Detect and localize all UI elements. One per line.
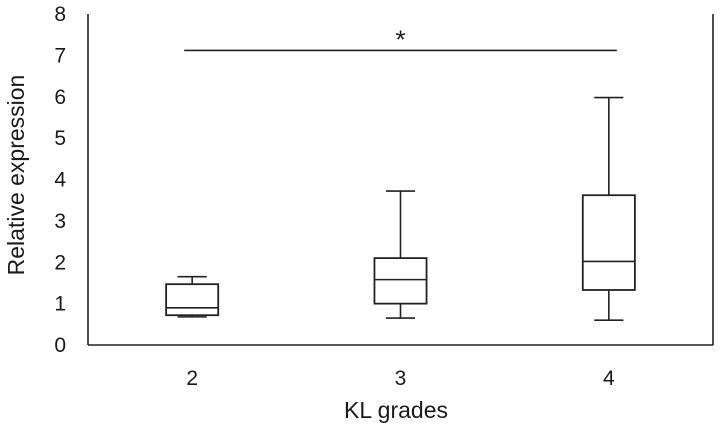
x-tick-label: 4 (603, 367, 615, 390)
iqr-box (581, 194, 636, 291)
y-tick-labels: 0 1 2 3 4 5 6 7 8 (54, 3, 66, 357)
y-tick-label: 5 (54, 127, 66, 150)
y-tick-label: 4 (54, 169, 66, 192)
y-tick-label: 3 (54, 210, 66, 233)
plot-frame (87, 14, 714, 346)
y-tick-label: 1 (54, 293, 66, 316)
y-tick-label: 6 (54, 86, 66, 109)
x-tick-labels: 2 3 4 (186, 367, 615, 390)
y-tick-label: 2 (54, 251, 66, 274)
x-tick-label: 3 (395, 367, 407, 390)
box-series (165, 96, 636, 321)
significance-annotation: * (184, 24, 617, 54)
box-group (165, 275, 220, 318)
y-tick-label: 8 (54, 3, 66, 26)
x-tick-label: 2 (186, 367, 198, 390)
box-group (373, 190, 428, 319)
y-tick-label: 7 (54, 44, 66, 67)
iqr-box (165, 283, 220, 317)
y-axis-title: Relative expression (3, 75, 29, 276)
y-tick-label: 0 (54, 334, 66, 357)
iqr-box (373, 257, 428, 305)
x-axis-title: KL grades (344, 397, 448, 423)
significance-marker: * (395, 24, 405, 54)
box-group (581, 96, 636, 321)
